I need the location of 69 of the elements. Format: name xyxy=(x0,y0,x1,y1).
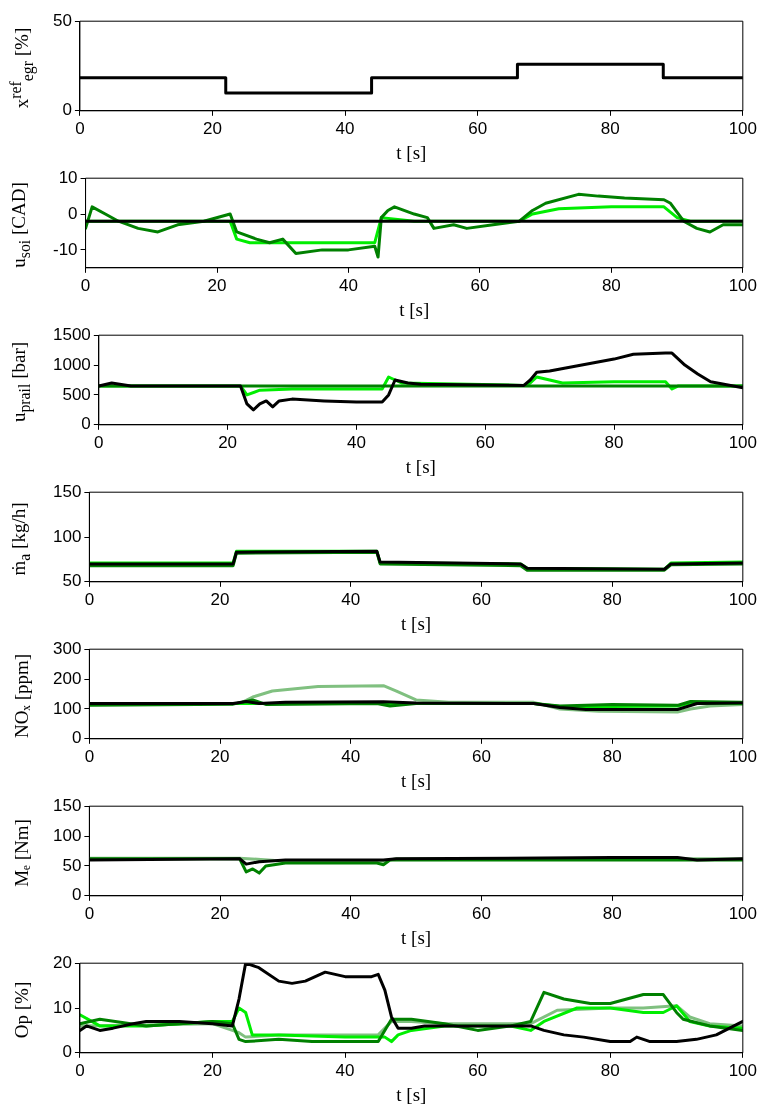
x-axis-title: t [s] xyxy=(396,1083,427,1105)
x-tick-label: 20 xyxy=(207,275,227,295)
x-tick-label: 40 xyxy=(341,746,361,766)
y-tick-label: 500 xyxy=(62,384,91,404)
x-tick-label: 20 xyxy=(218,432,238,452)
y-tick-label: 0 xyxy=(62,100,72,120)
x-axis-title: t [s] xyxy=(401,612,432,634)
y-tick-label: 0 xyxy=(71,885,82,905)
x-tick-label: 40 xyxy=(335,1060,355,1080)
x-tick-label: 60 xyxy=(468,118,488,138)
x-tick-label: 60 xyxy=(471,746,491,766)
y-tick-label: 10 xyxy=(58,167,78,187)
y-tick-label: 0 xyxy=(71,728,82,748)
x-tick-label: 20 xyxy=(203,118,222,138)
y-tick-label: -10 xyxy=(52,239,78,259)
x-tick-label: 100 xyxy=(728,589,758,609)
x-tick-label: 20 xyxy=(203,1060,222,1080)
x-tick-label: 80 xyxy=(604,432,624,452)
y-axis-title: Op [%] xyxy=(11,981,33,1039)
y-tick-label: 0 xyxy=(81,414,91,434)
x-tick-label: 20 xyxy=(210,903,230,923)
y-tick-label: 1500 xyxy=(52,324,91,344)
x-tick-label: 100 xyxy=(728,746,758,766)
x-tick-label: 100 xyxy=(728,118,758,138)
x-tick-label: 100 xyxy=(728,275,758,295)
x-tick-label: 80 xyxy=(601,275,621,295)
x-tick-label: 100 xyxy=(728,1060,758,1080)
x-tick-label: 60 xyxy=(470,275,490,295)
x-axis-title: t [s] xyxy=(401,926,432,948)
x-tick-label: 60 xyxy=(468,1060,488,1080)
x-tick-label: 40 xyxy=(335,118,355,138)
y-tick-label: 50 xyxy=(52,10,72,30)
x-tick-label: 0 xyxy=(94,432,104,452)
y-tick-label: 300 xyxy=(52,638,82,658)
y-tick-label: 150 xyxy=(52,795,82,815)
y-tick-label: 100 xyxy=(52,698,82,718)
x-axis-title: t [s] xyxy=(396,141,427,163)
x-tick-label: 60 xyxy=(475,432,495,452)
y-tick-label: 50 xyxy=(62,855,82,875)
y-tick-label: 0 xyxy=(68,203,78,223)
y-tick-label: 10 xyxy=(52,997,72,1017)
x-axis-title: t [s] xyxy=(401,769,432,791)
y-axis-title: NOₓ [ppm] xyxy=(11,653,33,739)
x-tick-label: 60 xyxy=(471,589,491,609)
y-tick-label: 50 xyxy=(62,571,82,591)
x-tick-label: 60 xyxy=(471,903,491,923)
x-tick-label: 40 xyxy=(339,275,358,295)
y-tick-label: 100 xyxy=(52,526,82,546)
x-tick-label: 80 xyxy=(602,746,622,766)
y-tick-label: 20 xyxy=(52,952,72,972)
x-tick-label: 40 xyxy=(346,432,366,452)
x-tick-label: 100 xyxy=(728,903,758,923)
x-tick-label: 40 xyxy=(341,589,361,609)
x-tick-label: 80 xyxy=(602,589,622,609)
x-axis-title: t [s] xyxy=(399,298,430,320)
y-tick-label: 1000 xyxy=(52,354,91,374)
x-tick-label: 80 xyxy=(600,118,620,138)
y-axis-title: Mₑ [Nm] xyxy=(11,819,33,887)
x-tick-label: 20 xyxy=(210,746,230,766)
x-tick-label: 80 xyxy=(600,1060,620,1080)
x-tick-label: 100 xyxy=(728,432,758,452)
y-tick-label: 200 xyxy=(52,668,82,688)
y-tick-label: 0 xyxy=(62,1042,72,1062)
y-tick-label: 100 xyxy=(52,825,82,845)
x-tick-label: 20 xyxy=(210,589,230,609)
x-tick-label: 40 xyxy=(341,903,361,923)
x-tick-label: 80 xyxy=(602,903,622,923)
y-tick-label: 150 xyxy=(52,481,82,501)
x-axis-title: t [s] xyxy=(405,455,436,477)
